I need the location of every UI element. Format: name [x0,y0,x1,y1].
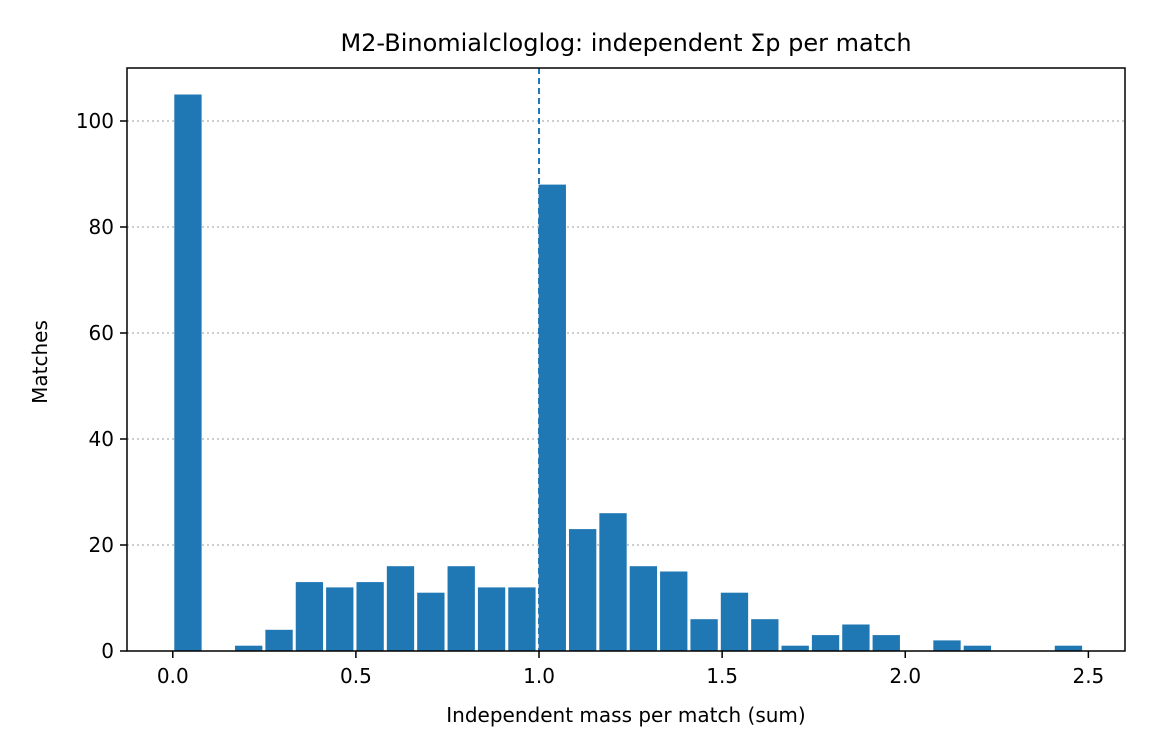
x-tick-label-4: 2.0 [889,664,921,688]
x-tick-label-3: 1.5 [706,664,738,688]
bar-21 [811,635,840,651]
bar-19 [751,619,779,651]
bar-17 [690,619,718,651]
y-axis-ticks: 0 20 40 60 80 100 [76,109,127,663]
y-tick-label-2: 40 [89,427,114,451]
x-tick-label-0: 0.0 [157,664,189,688]
bar-25 [933,640,961,651]
x-tick-label-5: 2.5 [1072,664,1104,688]
bar-11 [508,587,536,651]
x-axis-label: Independent mass per match (sum) [446,703,805,727]
bar-8 [417,592,445,651]
bar-9 [447,566,475,651]
bar-12 [538,184,566,651]
bar-4 [295,582,324,651]
bar-13 [568,529,597,651]
plot-frame [126,67,1126,652]
grid-lines [127,120,1125,546]
bar-10 [477,587,506,651]
bar-2 [235,645,263,651]
bar-3 [265,629,293,651]
y-tick-label-5: 100 [76,109,114,133]
bar-23 [872,635,900,651]
bar-15 [629,566,658,651]
bar-14 [599,513,627,651]
x-tick-label-1: 0.5 [340,664,372,688]
bar-20 [781,645,809,651]
bar-7 [386,566,415,651]
y-tick-label-0: 0 [101,639,114,663]
chart-title: M2-Binomialcloglog: independent Σp per m… [340,29,911,57]
bar-26 [963,645,992,651]
x-axis-ticks: 0.0 0.5 1.0 1.5 2.0 2.5 [157,651,1104,688]
x-tick-label-2: 1.0 [523,664,555,688]
bar-16 [660,571,688,651]
y-tick-label-4: 80 [89,215,114,239]
bars [174,94,1083,651]
bar-22 [842,624,870,651]
y-axis-label: Matches [28,320,52,404]
bar-29 [1054,645,1083,651]
bar-0 [174,94,202,651]
y-tick-label-1: 20 [89,533,114,557]
bar-6 [356,582,384,651]
y-tick-label-3: 60 [89,321,114,345]
bar-5 [326,587,354,651]
bar-18 [720,592,749,651]
